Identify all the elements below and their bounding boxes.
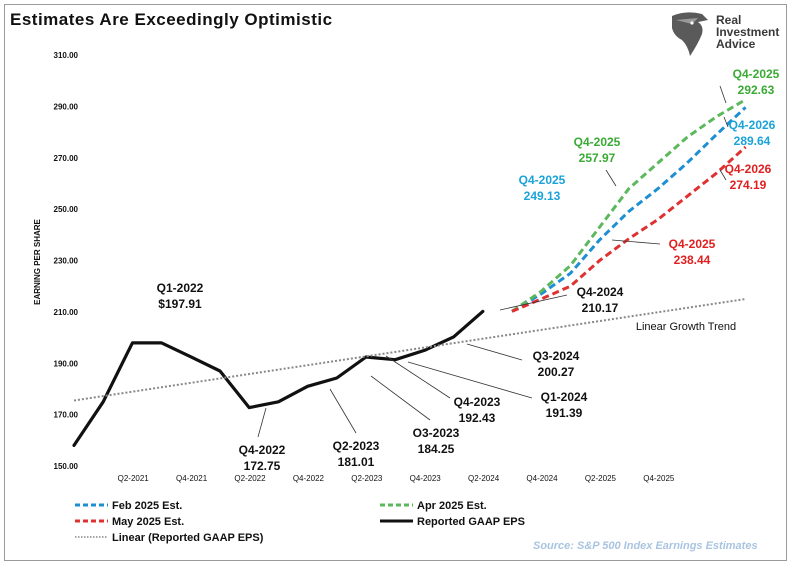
annotation-leader-line bbox=[723, 116, 729, 128]
x-tick-label: Q2-2021 bbox=[118, 474, 150, 483]
y-axis-label: EARNING PER SHARE bbox=[33, 218, 42, 304]
annotation-value: 191.39 bbox=[546, 406, 583, 420]
annotation-value: 192.43 bbox=[459, 411, 496, 425]
y-tick-label: 230.00 bbox=[54, 257, 79, 266]
legend-label-apr: Apr 2025 Est. bbox=[417, 500, 487, 512]
annotation-label: Q4-2025 bbox=[733, 67, 780, 81]
legend-label-may: May 2025 Est. bbox=[112, 516, 184, 528]
annotation-leader-line bbox=[611, 239, 661, 245]
annotation-value: 172.75 bbox=[244, 459, 281, 473]
annotation-value: 289.64 bbox=[734, 134, 771, 148]
annotation-value: 292.63 bbox=[738, 83, 775, 97]
chart-frame bbox=[4, 4, 787, 561]
y-tick-label: 270.00 bbox=[54, 154, 79, 163]
legend: Feb 2025 Est. Apr 2025 Est. May 2025 Est. R… bbox=[75, 500, 525, 544]
annotation-label: Q4-2026 bbox=[729, 118, 776, 132]
legend-label-reported: Reported GAAP EPS bbox=[417, 516, 525, 528]
x-tick-label: Q4-2022 bbox=[293, 474, 325, 483]
annotation-value: 210.17 bbox=[582, 301, 619, 315]
x-tick-label: Q4-2024 bbox=[526, 474, 558, 483]
annotation-value: 274.19 bbox=[730, 178, 767, 192]
legend-label-feb: Feb 2025 Est. bbox=[112, 500, 182, 512]
series-line-apr bbox=[511, 98, 747, 313]
annotation-value: $197.91 bbox=[158, 297, 202, 311]
y-tick-label: 290.00 bbox=[54, 102, 79, 111]
x-tick-label: Q2-2024 bbox=[468, 474, 500, 483]
series-line-feb bbox=[511, 106, 747, 313]
x-axis: Q2-2021 Q4-2021 Q2-2022 Q4-2022 Q2-2023 Q4-20… bbox=[118, 474, 675, 483]
annotation-label: Q4-2024 bbox=[577, 285, 624, 299]
logo-line-1: Real bbox=[716, 13, 742, 27]
annotation-leader-line bbox=[719, 85, 727, 104]
x-tick-label: Q4-2021 bbox=[176, 474, 208, 483]
annotation-layer: Q1-2022 $197.91 Q4-2022 172.75 Q2-2023 181.01… bbox=[157, 67, 780, 473]
annotation-leader-line bbox=[407, 361, 533, 399]
annotation-label: Q4-2025 bbox=[574, 135, 621, 149]
annotation-label: Q4-2025 bbox=[519, 173, 566, 187]
trend-label: Linear Growth Trend bbox=[636, 321, 736, 333]
annotation-leader-line bbox=[499, 294, 568, 311]
y-tick-label: 250.00 bbox=[54, 205, 79, 214]
y-tick-label: 210.00 bbox=[54, 308, 79, 317]
annotation-value: 238.44 bbox=[674, 253, 711, 267]
annotation-leader-line bbox=[370, 375, 431, 421]
annotation-label: Q4-2026 bbox=[725, 162, 772, 176]
y-tick-label: 170.00 bbox=[54, 411, 79, 420]
annotation-leader-line bbox=[257, 407, 267, 438]
annotation-label: Q4-2022 bbox=[239, 443, 286, 457]
chart-title: Estimates Are Exceedingly Optimistic bbox=[10, 10, 333, 29]
annotation-label: Q1-2024 bbox=[541, 390, 588, 404]
annotation-leader-line bbox=[329, 388, 357, 434]
annotation-label: Q4-2025 bbox=[669, 237, 716, 251]
annotation-label: Q1-2022 bbox=[157, 281, 204, 295]
annotation-leader-line bbox=[385, 355, 451, 399]
annotation-label: Q2-2023 bbox=[333, 439, 380, 453]
x-tick-label: Q2-2022 bbox=[234, 474, 266, 483]
annotation-value: 257.97 bbox=[579, 151, 616, 165]
series-line-linear bbox=[73, 298, 746, 402]
annotation-label: Q3-2024 bbox=[533, 349, 580, 363]
x-tick-label: Q2-2023 bbox=[351, 474, 383, 483]
annotation-value: 181.01 bbox=[338, 455, 375, 469]
x-tick-label: Q2-2025 bbox=[585, 474, 617, 483]
legend-label-linear: Linear (Reported GAAP EPS) bbox=[112, 532, 264, 544]
series-layer: Linear Growth Trend bbox=[72, 98, 747, 447]
logo-text: Real Investment Advice bbox=[716, 14, 779, 50]
brand-logo: Real Investment Advice bbox=[668, 10, 779, 60]
annotation-label: Q4-2023 bbox=[454, 395, 501, 409]
series-line-reported bbox=[72, 309, 485, 447]
x-tick-label: Q4-2025 bbox=[643, 474, 675, 483]
x-tick-label: Q4-2023 bbox=[410, 474, 442, 483]
series-line-may bbox=[511, 145, 747, 313]
annotation-leader-line bbox=[719, 169, 727, 181]
annotation-leader-line bbox=[605, 169, 617, 187]
y-axis: 150.00 170.00 190.00 210.00 230.00 250.00 270.… bbox=[54, 51, 79, 471]
y-tick-label: 310.00 bbox=[54, 51, 79, 60]
source-note: Source: S&P 500 Index Earnings Estimates bbox=[533, 540, 758, 552]
annotation-value: 184.25 bbox=[418, 442, 455, 456]
annotation-value: 249.13 bbox=[524, 189, 561, 203]
eagle-head-logo-icon bbox=[672, 12, 708, 56]
logo-line-3: Advice bbox=[716, 37, 756, 51]
logo-line-2: Investment bbox=[716, 25, 780, 39]
annotation-label: O3-2023 bbox=[413, 426, 460, 440]
y-tick-label: 150.00 bbox=[54, 462, 79, 471]
annotation-value: 200.27 bbox=[538, 365, 575, 379]
y-tick-label: 190.00 bbox=[54, 359, 79, 368]
annotation-leader-line bbox=[466, 343, 523, 361]
